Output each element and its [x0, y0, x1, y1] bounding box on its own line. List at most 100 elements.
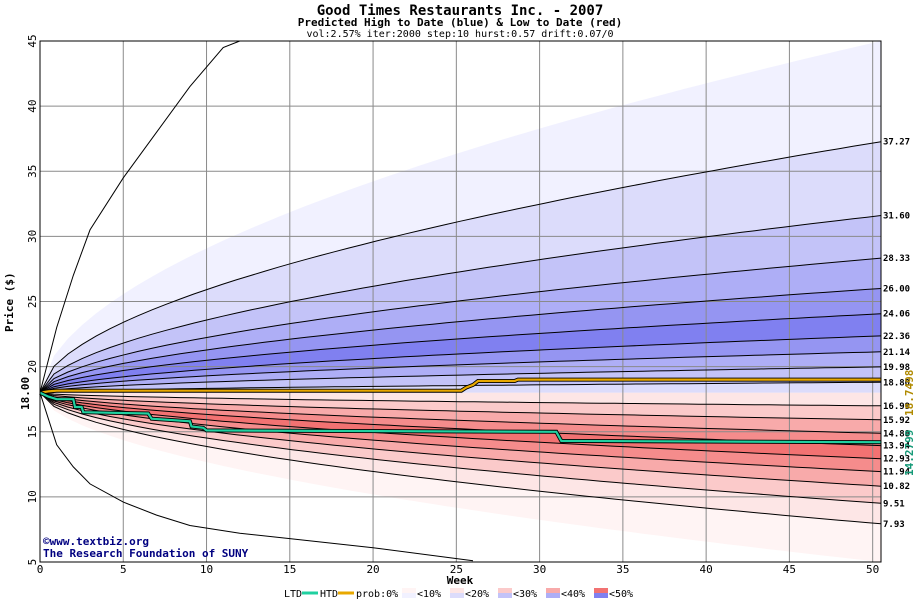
right-label-15: 10.82 — [883, 482, 910, 492]
y-tick-label-2: 15 — [26, 425, 39, 438]
htd-end-label: 18.7498 — [903, 370, 916, 416]
percentile-curve-17 — [39, 392, 882, 525]
chart-params: vol:2.57% iter:2000 step:10 hurst:0.57 d… — [306, 29, 613, 40]
x-tick-label-7: 35 — [616, 563, 629, 576]
right-label-0: 37.27 — [883, 138, 910, 148]
legend-ltd-label: LTD — [284, 589, 302, 600]
percentile-curve-9 — [39, 392, 882, 407]
y-tick-label-1: 10 — [26, 490, 39, 503]
outer-high-curve — [39, 40, 240, 393]
x-tick-label-2: 10 — [200, 563, 213, 576]
start-price-label: 18.00 — [19, 377, 32, 410]
percentile-curve-3 — [39, 288, 882, 394]
right-label-13: 12.93 — [883, 455, 910, 465]
legend-swatch-low-4 — [594, 588, 608, 593]
percentile-curve-0 — [39, 141, 882, 393]
x-tick-label-0: 0 — [37, 563, 44, 576]
right-label-4: 24.06 — [883, 310, 910, 320]
right-label-17: 7.93 — [883, 520, 905, 530]
legend-item-label-1: <20% — [465, 589, 489, 600]
right-label-8: 18.80 — [883, 378, 910, 388]
legend-item-label-0: <10% — [417, 589, 441, 600]
low-band-3 — [40, 392, 881, 446]
right-label-12: 13.94 — [883, 442, 911, 452]
high-band-4 — [40, 288, 881, 393]
y-tick-label-4: 25 — [26, 295, 39, 308]
percentile-curve-13 — [39, 392, 882, 460]
y-tick-label-6: 35 — [26, 165, 39, 178]
x-tick-label-5: 25 — [450, 563, 463, 576]
percentile-curve-10 — [39, 392, 882, 421]
right-label-10: 15.92 — [883, 416, 910, 426]
legend-swatch-low-1 — [450, 588, 464, 593]
x-axis-ticks: 0 5 10 15 20 25 30 35 40 45 50 — [37, 563, 880, 576]
percentile-curve-5 — [39, 335, 882, 394]
x-axis-label: Week — [447, 574, 474, 587]
legend-swatch-high-3 — [546, 593, 560, 598]
high-band-0 — [40, 41, 881, 393]
x-tick-label-3: 15 — [283, 563, 296, 576]
low-band-8 — [40, 392, 881, 524]
right-label-14: 11.94 — [883, 468, 911, 478]
right-label-9: 16.99 — [883, 402, 910, 412]
legend-prob-label: prob:0% — [356, 589, 398, 600]
low-band-5 — [40, 392, 881, 472]
legend-item-label-4: <50% — [609, 589, 633, 600]
percentile-curve-7 — [39, 366, 882, 394]
right-label-7: 19.98 — [883, 363, 910, 373]
right-label-5: 22.36 — [883, 332, 910, 342]
percentile-curve-16 — [39, 392, 882, 504]
ltd-series-line — [39, 391, 882, 444]
credit-line-1: ©www.textbiz.org — [43, 535, 149, 548]
high-band-8 — [40, 366, 881, 393]
legend-swatch-high-4 — [594, 593, 608, 598]
legend-item-label-3: <40% — [561, 589, 585, 600]
low-band-6 — [40, 392, 881, 487]
legend-swatch-low-2 — [498, 588, 512, 593]
right-label-3: 26.00 — [883, 285, 910, 295]
grid-lines — [40, 41, 881, 562]
low-band-1 — [40, 392, 881, 420]
low-band-7 — [40, 392, 881, 504]
legend-swatch-low-3 — [546, 588, 560, 593]
x-tick-label-9: 45 — [783, 563, 796, 576]
legend-swatch-high-0 — [402, 593, 416, 598]
percentile-curve-11 — [39, 392, 882, 434]
high-band-7 — [40, 351, 881, 393]
y-tick-label-0: 5 — [26, 559, 39, 566]
right-value-labels: 37.27 31.60 28.33 26.00 24.06 22.36 21.14 19.98… — [883, 138, 911, 530]
high-band-5 — [40, 313, 881, 393]
low-band-9 — [40, 392, 881, 562]
chart-subtitle: Predicted High to Date (blue) & Low to D… — [298, 16, 623, 29]
x-tick-label-10: 50 — [866, 563, 879, 576]
high-band-2 — [40, 215, 881, 393]
x-tick-label-8: 40 — [700, 563, 713, 576]
y-tick-label-7: 40 — [26, 99, 39, 112]
legend-swatch-high-2 — [498, 593, 512, 598]
legend: LTD HTD prob:0% <10% <20% <30% <40% <50% — [284, 588, 633, 600]
percentile-curve-15 — [39, 392, 882, 487]
price-series — [39, 377, 882, 445]
legend-htd-label: HTD — [320, 589, 338, 600]
outer-low-curve — [39, 392, 474, 562]
low-band-2 — [40, 392, 881, 434]
chart-title: Good Times Restaurants Inc. - 2007 — [317, 3, 604, 19]
high-band-3 — [40, 258, 881, 393]
right-label-6: 21.14 — [883, 348, 911, 358]
x-tick-label-1: 5 — [120, 563, 127, 576]
y-tick-label-3: 20 — [26, 360, 39, 373]
percentile-curve-4 — [39, 313, 882, 394]
percentile-curve-2 — [39, 257, 882, 394]
credit-line-2: The Research Foundation of SUNY — [43, 547, 249, 560]
legend-swatch-low-0 — [402, 588, 416, 593]
x-tick-label-6: 30 — [533, 563, 546, 576]
plot-frame — [39, 40, 882, 563]
y-axis-ticks: 5 10 15 20 25 30 35 40 45 — [26, 34, 39, 565]
legend-items: <10% <20% <30% <40% <50% — [402, 588, 633, 600]
high-band-1 — [40, 141, 881, 393]
right-label-2: 28.33 — [883, 254, 910, 264]
legend-item-label-2: <30% — [513, 589, 537, 600]
ltd-end-label: 14.2799 — [903, 430, 916, 476]
percentile-curve-6 — [39, 351, 882, 394]
